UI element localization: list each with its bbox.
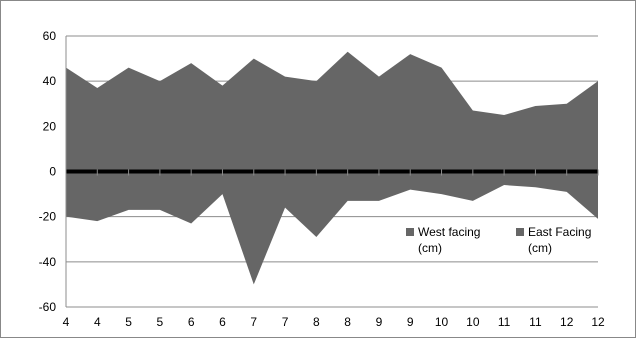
legend-label-east-facing: East Facing <box>528 225 591 239</box>
x-tick-label: 6 <box>219 315 226 329</box>
area-series-west-facing <box>66 51 598 172</box>
y-tick-label: 0 <box>49 165 56 179</box>
y-tick-label: -20 <box>39 210 57 224</box>
area-series-east-facing <box>66 171 598 285</box>
legend: West facing (cm) East Facing (cm) <box>406 225 591 255</box>
y-tick-label: 20 <box>43 119 57 133</box>
x-tick-label: 11 <box>498 315 511 329</box>
legend-swatch-west-facing <box>406 228 414 236</box>
x-tick-label: 10 <box>435 315 449 329</box>
x-tick-label: 8 <box>344 315 351 329</box>
x-tick-label: 4 <box>94 315 101 329</box>
x-tick-label: 7 <box>250 315 257 329</box>
axes: 60 40 20 0 -20 -40 -60 4 4 5 5 6 6 7 7 8 8 9 9 10 10 11 11 12 12 <box>39 29 605 329</box>
legend-label-east-facing: (cm) <box>528 241 552 255</box>
legend-label-west-facing: West facing <box>418 225 480 239</box>
y-tick-label: 40 <box>43 74 57 88</box>
x-tick-label: 10 <box>466 315 480 329</box>
y-tick-label: -40 <box>39 255 57 269</box>
y-tick-label: -60 <box>39 300 57 314</box>
x-tick-label: 9 <box>376 315 383 329</box>
x-tick-label: 8 <box>313 315 320 329</box>
x-tick-label: 12 <box>560 315 574 329</box>
area-series <box>66 51 598 285</box>
x-tick-label: 12 <box>591 315 605 329</box>
x-tick-label: 5 <box>157 315 164 329</box>
legend-label-west-facing: (cm) <box>418 241 442 255</box>
x-tick-label: 11 <box>529 315 542 329</box>
y-tick-label: 60 <box>43 29 57 43</box>
x-tick-label: 6 <box>188 315 195 329</box>
x-tick-label: 7 <box>282 315 289 329</box>
x-tick-label: 4 <box>63 315 70 329</box>
x-tick-label: 9 <box>407 315 414 329</box>
x-tick-label: 5 <box>125 315 132 329</box>
legend-swatch-east-facing <box>516 228 524 236</box>
